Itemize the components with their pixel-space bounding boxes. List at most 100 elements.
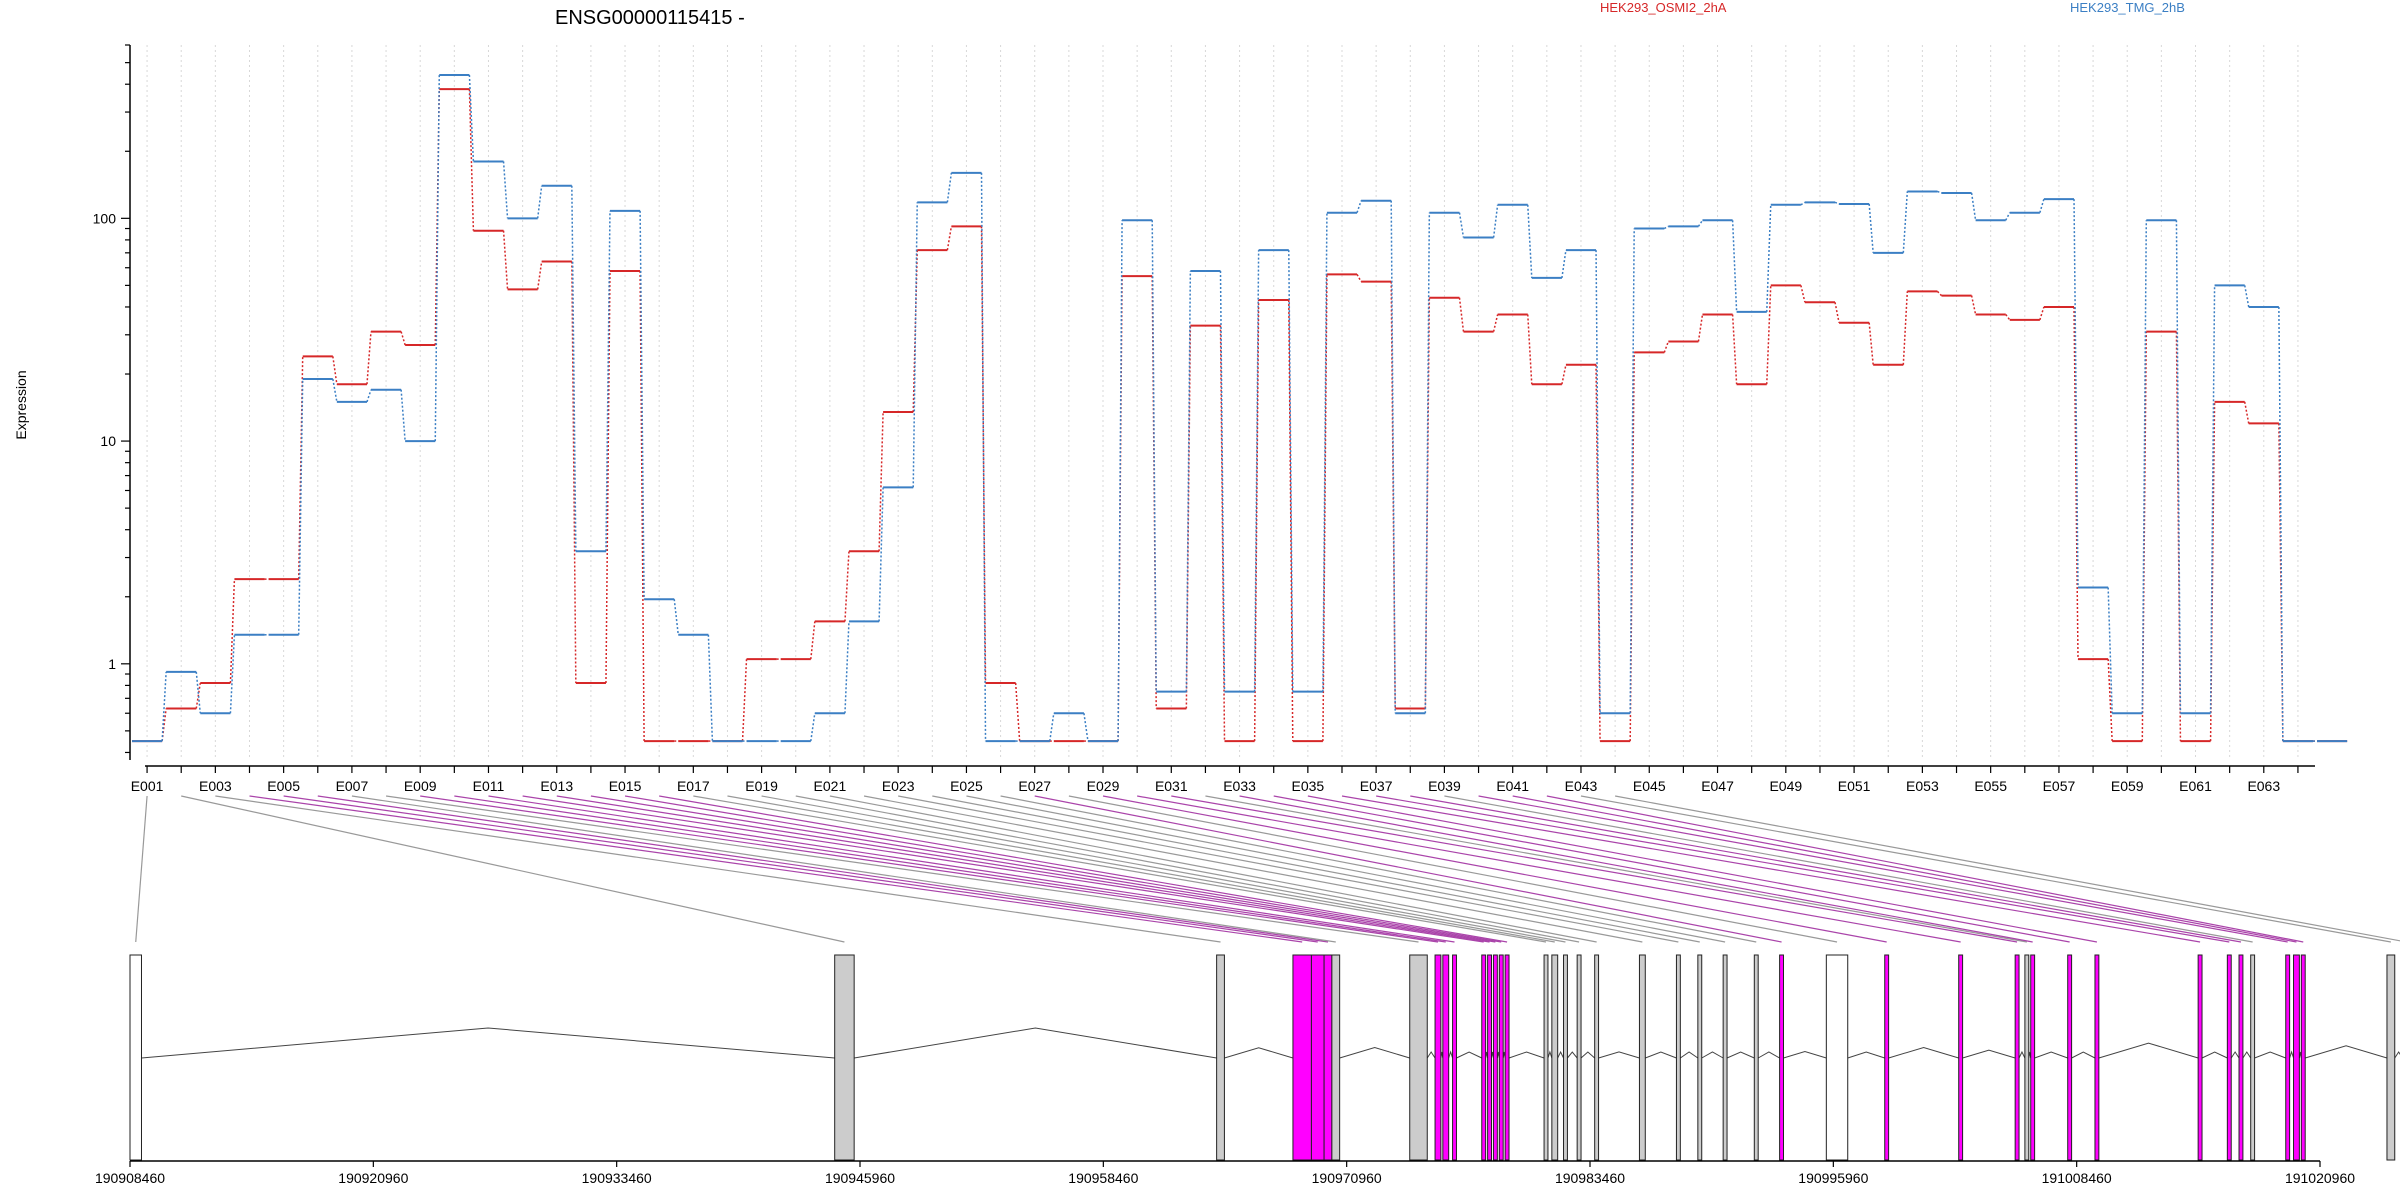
exon-box-E028 (1825, 954, 1849, 1161)
intron-line (2254, 1051, 2286, 1059)
intron-line (1508, 1051, 1545, 1059)
intron-line (1598, 1051, 1640, 1059)
series-1-connector (1527, 314, 1533, 385)
series-1-connector (502, 230, 509, 290)
series-2-connector (434, 74, 441, 442)
series-2-connector (1253, 250, 1260, 692)
series-2-connector (1561, 250, 1567, 279)
chart-title: ENSG00000115415 - (555, 7, 745, 29)
series-1-connector (1834, 302, 1840, 323)
intron-line (2201, 1051, 2228, 1059)
series-1-connector (468, 89, 475, 231)
x-tick-label: E043 (1565, 778, 1598, 794)
intron-line (1547, 1050, 1553, 1059)
series-2-connector (1527, 204, 1533, 278)
series-2-connector (1356, 200, 1362, 213)
genomic-tick-label: 190945960 (825, 1170, 895, 1186)
series-1-connector (2243, 401, 2250, 424)
series-2-connector (2141, 220, 2148, 714)
exon-box-E020 (1576, 954, 1582, 1161)
series-2-connector (1663, 225, 1669, 230)
series-2-connector (2278, 306, 2284, 742)
series-2-connector (366, 389, 372, 403)
exon-connector-E044 (1615, 795, 2400, 942)
exon-box-E002 (834, 954, 855, 1161)
intron-line (1757, 1051, 1780, 1059)
grid-lines (146, 45, 2299, 760)
exon-connector-E027 (1034, 795, 1782, 943)
gene-model (129, 954, 2400, 1161)
x-tick-label: E059 (2111, 778, 2144, 794)
intron-line (1580, 1051, 1596, 1059)
exon-connector-E002 (181, 795, 845, 943)
genomic-coordinate-axis: 190908460 190920960 190933460 190945960 1909… (95, 1160, 2355, 1186)
exon-connector-E012 (522, 795, 1484, 943)
series-2-connector (1288, 250, 1294, 692)
series-2-connector (571, 185, 577, 552)
x-tick-label: E049 (1769, 778, 1802, 794)
series-1-connector (332, 356, 338, 385)
intron-line (1426, 1051, 1436, 1059)
series-2-connector (2107, 587, 2113, 714)
series-2-connector (980, 172, 987, 742)
exon-box-E025 (1722, 954, 1728, 1161)
series-2-connector (639, 210, 645, 600)
series-2-connector (1868, 203, 1874, 253)
series-1-connector (1902, 291, 1909, 365)
series-1-connector (229, 579, 236, 684)
exon-box-E008 (1409, 954, 1428, 1161)
exon-box-E022 (1638, 954, 1646, 1161)
exon-connector-E025 (966, 795, 1726, 943)
exon-connector-E036 (1341, 795, 2201, 943)
exon-connector-E023 (898, 795, 1679, 943)
series-2-connector (1151, 220, 1157, 692)
exon-connector-E043 (1580, 795, 2391, 943)
exon-connector-E032 (1205, 795, 2027, 943)
series-1-connector (2039, 306, 2045, 321)
series-1-connector (1936, 290, 1942, 297)
series-1-connector (1629, 352, 1635, 742)
series-2-connector (2209, 285, 2216, 714)
series-1-connector (1390, 281, 1396, 709)
series-2-connector (468, 74, 475, 162)
x-tick-label: E001 (131, 778, 164, 794)
x-tick-label: E021 (814, 778, 847, 794)
x-tick-label: E031 (1155, 778, 1188, 794)
series-1-connector (1014, 682, 1021, 742)
x-tick-label: E051 (1838, 778, 1871, 794)
intron-line (1456, 1051, 1482, 1059)
series-1-connector (1731, 314, 1738, 385)
x-tick-label: E005 (267, 778, 300, 794)
exon-box-E003 (1216, 954, 1225, 1161)
exon-box-E012 (1481, 954, 1487, 1161)
x-tick-label: E035 (1292, 778, 1325, 794)
exon-connector-E011 (488, 795, 1455, 943)
exon-box-E007 (1331, 954, 1341, 1161)
series-2-connector (1083, 713, 1089, 742)
series-2-connector (161, 671, 167, 742)
x-tick-label: E007 (336, 778, 369, 794)
x-tick-label: E017 (677, 778, 710, 794)
exon-connector-E020 (795, 795, 1580, 943)
exon-box-E029 (1884, 954, 1890, 1161)
exon-connector-E014 (590, 795, 1496, 943)
series-1-connector (1288, 299, 1294, 742)
x-tick-label: E009 (404, 778, 437, 794)
y-axis-label: Expression (13, 370, 29, 439)
exon-box-E032 (2024, 954, 2030, 1161)
series-1-connector (741, 659, 748, 742)
genomic-tick-label: 190958460 (1068, 1170, 1138, 1186)
intron-line (2289, 1050, 2295, 1059)
exon-connector-E010 (454, 795, 1446, 943)
genomic-tick-label: 190908460 (95, 1170, 165, 1186)
series-2-connector (297, 378, 304, 635)
series-2-connector (605, 210, 611, 552)
series-1-connector (1561, 364, 1567, 385)
exon-box-E016 (1504, 954, 1510, 1161)
y-tick-label: 100 (93, 210, 117, 226)
intron-line (2394, 1051, 2400, 1059)
x-tick-label: E029 (1087, 778, 1120, 794)
exon-connector-E016 (659, 795, 1508, 943)
exon-box-E042 (2300, 954, 2306, 1161)
